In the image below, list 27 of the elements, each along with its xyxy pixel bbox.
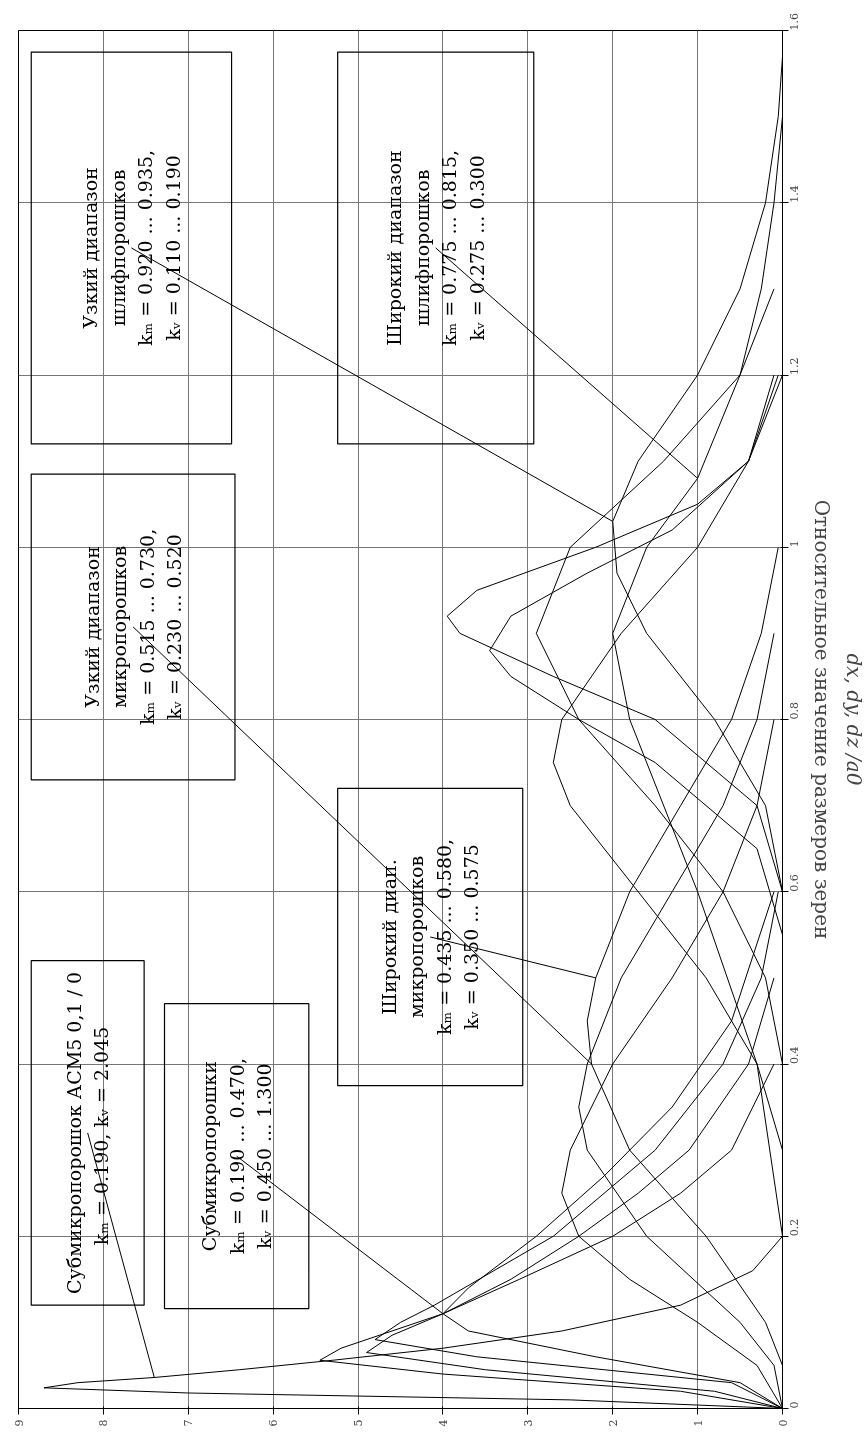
y-tick-label: 1 — [787, 540, 801, 548]
y-tick-label: 0 — [787, 1401, 801, 1409]
annotation: Субмикропорошки kₘ = 0.190 ... 0.470, kᵥ = 0.450 ... 1.300 — [198, 1058, 276, 1255]
y-tick-label: 0.4 — [787, 1046, 801, 1064]
y-axis-title: Относительное значение размеров зерен — [809, 499, 834, 940]
x-tick-label: 4 — [436, 1419, 450, 1427]
annotation: Широкий диап. микропорошков kₘ = 0.435 ... 0.580, kᵥ = 0.350 ... 0.575 — [377, 838, 483, 1036]
x-tick-label: 0 — [776, 1419, 790, 1427]
x-tick-label: 9 — [12, 1419, 26, 1427]
annotation: Субмикропорошок АСМ5 0,1 / 0 kₘ = 0.190, kᵥ = 2.045 — [62, 971, 113, 1294]
y-tick-label: 0.6 — [787, 874, 801, 892]
y-tick-label: 1.2 — [787, 357, 801, 375]
x-tick-label: 7 — [182, 1419, 196, 1427]
x-tick-label: 3 — [521, 1419, 535, 1427]
text: dx, dy, dz /a0 — [841, 653, 866, 786]
x-tick-label: 2 — [606, 1419, 620, 1427]
x-tick-label: 1 — [691, 1419, 705, 1427]
x-tick-label: 6 — [267, 1419, 281, 1427]
y-tick-label: 1.6 — [787, 13, 801, 31]
annotation: Узкий диапазон микропорошков kₘ = 0.515 ... 0.730, kᵥ = 0.230 ... 0.520 — [80, 528, 186, 726]
x-tick-label: 5 — [352, 1419, 366, 1427]
y-tick-label: 0.8 — [787, 702, 801, 720]
y-tick-label: 0.2 — [787, 1218, 801, 1237]
x-tick-label: 8 — [97, 1419, 111, 1427]
y-tick-label: 1.4 — [787, 185, 801, 203]
annotation: Узкий диапазон шлифпорошков kₘ = 0.920 ... 0.935, kᵥ = 0.110 ... 0.190 — [79, 149, 184, 347]
annotation: Широкий диапазон шлифпорошков kₘ = 0.775 ... 0.815, kᵥ = 0.275 ... 0.300 — [383, 149, 488, 347]
